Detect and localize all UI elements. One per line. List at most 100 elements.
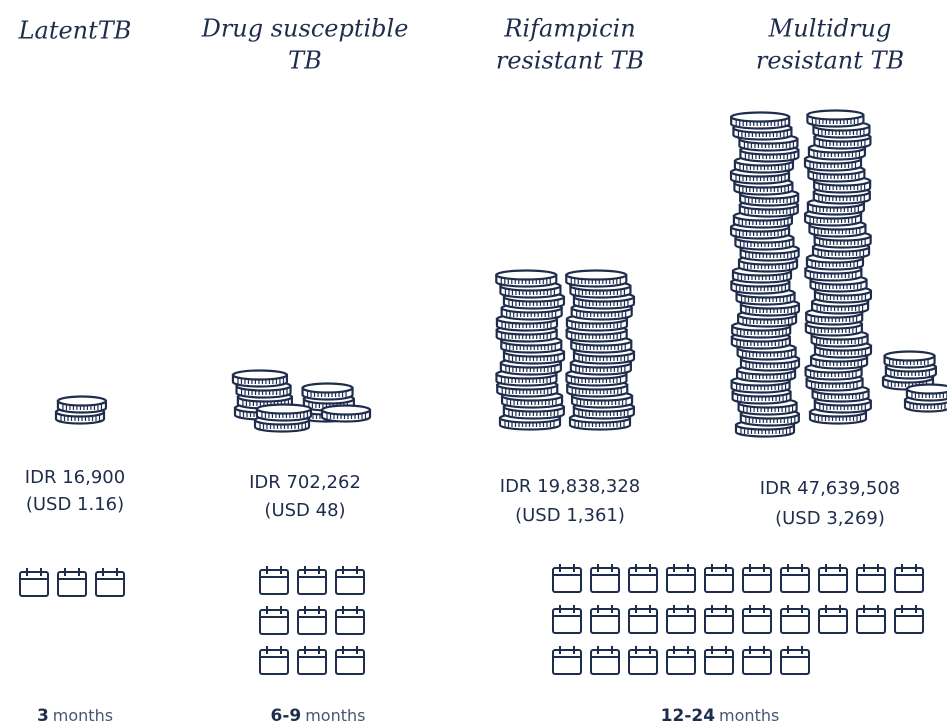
duration-unit: months [53, 706, 113, 725]
calendar-icon [818, 605, 848, 634]
calendar-frame [742, 608, 772, 634]
calendar-frame [335, 649, 365, 675]
calendar-frame [666, 649, 696, 675]
calendar-frame [894, 608, 924, 634]
cost-usd: (USD 48) [264, 500, 345, 521]
calendar-frame [552, 567, 582, 593]
coin [804, 263, 863, 282]
calendar-icon [259, 646, 289, 675]
calendar-frame [335, 609, 365, 635]
cost-idr: IDR 16,900 [25, 467, 125, 488]
calendar-icon [297, 606, 327, 635]
coin [565, 269, 628, 288]
calendar-frame [628, 649, 658, 675]
calendar-frame [704, 567, 734, 593]
coin-top [806, 109, 865, 121]
coin [56, 395, 108, 414]
calendar-icon [19, 568, 49, 597]
calendar-frame [259, 609, 289, 635]
coin [730, 111, 791, 130]
duration-unit: months [305, 706, 365, 725]
coin-top [730, 111, 791, 123]
calendar-icon [780, 605, 810, 634]
calendar-icon [628, 605, 658, 634]
coin [806, 109, 865, 128]
cost-usd: (USD 1,361) [515, 505, 625, 526]
calendar-frame [818, 608, 848, 634]
duration-number: 6-9 [271, 706, 302, 726]
calendar-frame [894, 567, 924, 593]
calendar-icon [666, 605, 696, 634]
calendar-icon [894, 564, 924, 593]
duration: 12-24 months [661, 706, 780, 726]
calendar-frame [552, 649, 582, 675]
calendar-frame [704, 608, 734, 634]
calendar-icon [704, 564, 734, 593]
calendar-icon [297, 566, 327, 595]
calendar-icon [856, 605, 886, 634]
column-title: Multidrug [768, 15, 892, 43]
calendar-frame [259, 569, 289, 595]
calendar-frame [19, 571, 49, 597]
calendar-icon [666, 564, 696, 593]
calendar-icon [856, 564, 886, 593]
calendar-icon [590, 564, 620, 593]
calendar-frame [297, 569, 327, 595]
coin-top [883, 350, 936, 362]
duration-unit: months [719, 706, 779, 725]
calendar-frame [335, 569, 365, 595]
column-title: resistant TB [756, 47, 904, 75]
calendar-icon [742, 605, 772, 634]
calendar-icon [335, 606, 365, 635]
calendar-frame [856, 567, 886, 593]
calendar-frame [704, 649, 734, 675]
cost-idr: IDR 19,838,328 [500, 476, 640, 497]
coin-top [905, 383, 947, 395]
calendar-frame [259, 649, 289, 675]
calendar-frame [780, 608, 810, 634]
calendar-frame [628, 608, 658, 634]
calendar-icon [335, 646, 365, 675]
calendar-icon [666, 646, 696, 675]
coin [883, 350, 936, 369]
calendar-frame [57, 571, 87, 597]
calendar-frame [780, 649, 810, 675]
coin [905, 383, 947, 402]
calendar-icon [894, 605, 924, 634]
coin [255, 403, 313, 422]
calendar-frame [818, 567, 848, 593]
calendar-icon [552, 605, 582, 634]
cost-idr: IDR 47,639,508 [760, 478, 900, 499]
calendar-frame [856, 608, 886, 634]
calendar-frame [590, 649, 620, 675]
calendar-frame [590, 608, 620, 634]
coin [320, 404, 372, 423]
coin-top [56, 395, 108, 407]
coin-top [320, 404, 372, 416]
calendar-icon [259, 606, 289, 635]
calendar-frame [742, 649, 772, 675]
calendar-frame [552, 608, 582, 634]
column-title: TB [288, 47, 322, 75]
calendar-icon [742, 646, 772, 675]
column-title: resistant TB [496, 47, 644, 75]
calendar-frame [742, 567, 772, 593]
calendar-icon [780, 646, 810, 675]
calendar-frame [297, 609, 327, 635]
coin-top [255, 403, 313, 415]
calendar-icon [628, 564, 658, 593]
column-title: Drug susceptible [201, 15, 409, 43]
calendar-frame [590, 567, 620, 593]
coin [231, 369, 289, 388]
calendar-frame [297, 649, 327, 675]
coin [301, 382, 354, 401]
coin-top [301, 382, 354, 394]
calendar-frame [628, 567, 658, 593]
column-title: LatentTB [18, 17, 132, 45]
calendar-icon [552, 564, 582, 593]
duration-number: 3 [37, 706, 49, 726]
duration: 6-9 months [271, 706, 366, 726]
coin-top [231, 369, 289, 381]
calendar-frame [780, 567, 810, 593]
calendar-icon [590, 605, 620, 634]
